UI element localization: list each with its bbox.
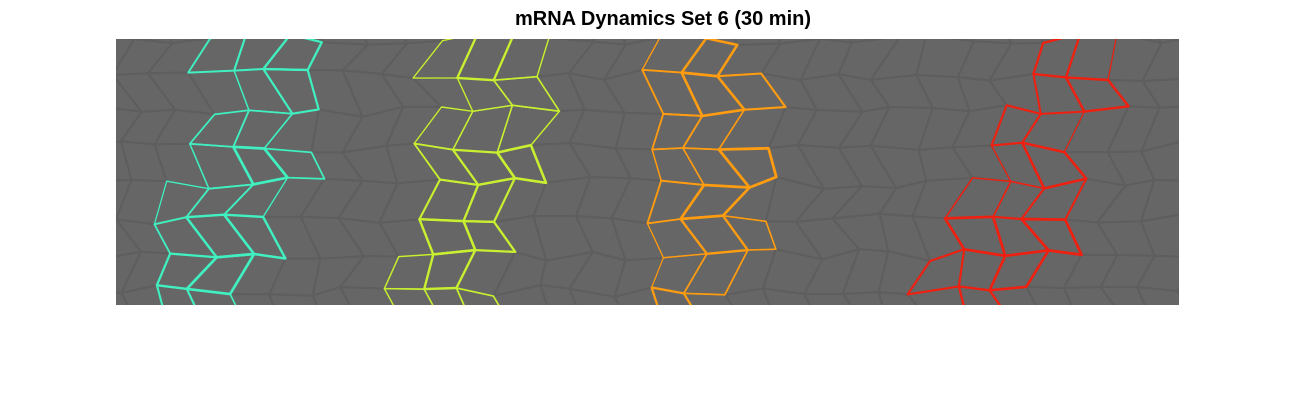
cell-outline [613,286,659,305]
cell-outline [1140,105,1179,153]
highlighted-cell [495,143,548,185]
cell-outline [723,287,771,305]
highlighted-cell [462,219,517,254]
highlighted-cells [153,39,1130,305]
highlighted-cell [222,213,287,260]
cell-outline [1141,39,1179,82]
cell-outline [311,286,351,305]
cell-outline [1140,213,1179,258]
cell-outline [339,286,395,305]
cell-outline [841,291,884,305]
highlighted-cell [717,146,778,189]
cell-outline [877,291,918,305]
figure-title: mRNA Dynamics Set 6 (30 min) [514,8,811,30]
highlighted-cell [155,284,196,305]
highlighted-cell [383,287,434,305]
highlighted-cell [185,288,237,305]
cell-outline [120,284,164,305]
highlighted-cell [1020,217,1083,257]
cell-outline [761,287,811,305]
highlighted-cell [1064,76,1130,113]
highlighted-cell [423,287,465,305]
cell-outline [1141,78,1179,109]
cell-outline [1025,285,1073,305]
cell-outline [1140,141,1179,182]
highlighted-cell [957,285,1002,305]
cell-outline [116,178,133,221]
cell-outline [1099,286,1146,305]
cell-outline [492,284,549,305]
tissue-image [116,39,1179,305]
cell-outline [268,293,319,305]
highlighted-cell [650,286,693,305]
cell-outline [803,293,853,305]
highlighted-cell [716,72,787,111]
highlighted-cell [988,249,1050,292]
highlighted-cell [682,249,749,296]
cell-tissue-canvas [116,39,1179,305]
highlighted-cell [263,147,326,180]
cell-outline [1063,286,1116,305]
cell-outline [539,284,578,305]
cell-outline [1136,286,1179,305]
cell-outline [1140,178,1179,223]
highlighted-cell [722,214,777,251]
highlighted-cell [262,67,320,115]
cell-outline [229,293,275,305]
highlighted-cell [455,287,500,305]
cell-outline [568,287,620,305]
